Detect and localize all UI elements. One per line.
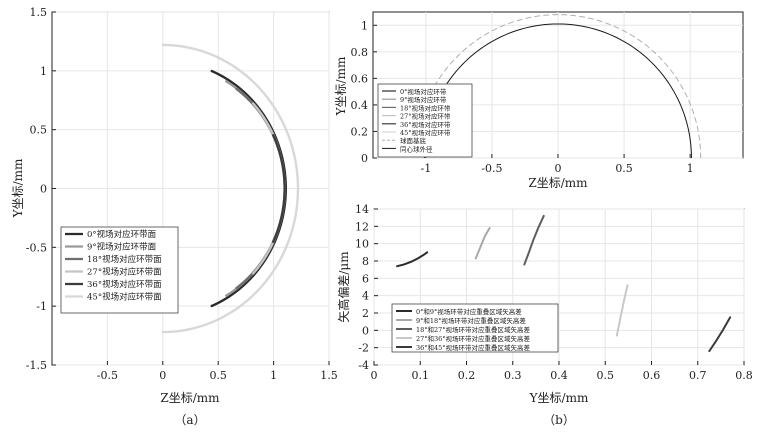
y-tick-label: -1 [36, 300, 47, 313]
series-line-0 [396, 251, 429, 268]
legend-box [377, 83, 473, 158]
x-tick-label: 1.5 [320, 369, 338, 382]
y-tick-label: -2 [358, 342, 369, 355]
x-tick-label: 0.6 [643, 369, 661, 382]
y-tick-label: 2 [362, 307, 369, 320]
legend-label: 18°视场对应环带 [400, 103, 451, 112]
series-line-5 [161, 43, 300, 334]
chart-b-bottom: 0 0.1 0.2 0.3 0.4 0.5 0.6 0.7 0.8 -4 -2 0 2 4 6 8 10 12 14… [336, 203, 753, 427]
chart-b-top-xlabel: Z坐标/mm [528, 176, 588, 190]
chart-a: -0.5 0 0.5 1 1.5 -1.5 -1 -0.5 0 0.5 1 1.5 Z坐标/mm Y坐… [11, 6, 338, 427]
legend-label: 9°视场对应环带面 [87, 242, 157, 253]
x-tick-label: 0 [159, 369, 166, 382]
x-tick-label: 0.7 [689, 369, 707, 382]
y-tick-label: 0.2 [351, 125, 369, 138]
legend-label: 9°和18°视场环带对应重叠区域矢高差 [416, 316, 526, 325]
chart-b-bottom-ticks: 0 0.1 0.2 0.3 0.4 0.5 0.6 0.7 0.8 -4 -2 0 2 4 6 8 10 12 14 [355, 203, 753, 382]
legend-label: 27°视场对应环带 [400, 112, 451, 121]
x-tick-label: 0.8 [735, 369, 753, 382]
chart-b-bottom-series [396, 214, 732, 353]
y-tick-label: 14 [355, 203, 369, 216]
legend-label: 18°和27°视场环带对应重叠区域矢高差 [416, 325, 531, 334]
series-line-3 [615, 284, 629, 337]
legend-label: 45°视场对应环带面 [87, 292, 162, 303]
legend-label: 36°和45°视场环带对应重叠区域矢高差 [416, 343, 531, 352]
legend-label: 9°视场对应环带 [400, 95, 447, 104]
chart-a-xlabel: Z坐标/mm [160, 391, 220, 405]
y-tick-label: 8 [362, 255, 369, 268]
legend-label: 36°视场对应环带 [400, 120, 451, 129]
y-tick-label: 0 [361, 152, 368, 165]
chart-b-top: -1 -0.5 0 0.5 100.20.40.60.81 Z坐标/mm Y坐标/mm … [334, 11, 744, 190]
legend-label: 球面基底 [400, 136, 427, 145]
chart-b-bottom-caption: （b） [543, 413, 575, 427]
x-tick-label: 0.5 [209, 369, 227, 382]
y-tick-label: 6 [362, 272, 369, 285]
y-tick-label: 4 [362, 290, 369, 303]
legend-label: 同心球外径 [400, 144, 433, 153]
legend-box [391, 303, 559, 353]
series-line-2 [523, 214, 545, 266]
y-tick-label: 0 [40, 183, 47, 196]
x-tick-label: 0.5 [615, 162, 633, 175]
x-tick-label: 1 [270, 369, 277, 382]
chart-b-top-grid [373, 12, 743, 159]
chart-b-bottom-xlabel: Y坐标/mm [529, 391, 589, 405]
legend-box [60, 226, 179, 314]
chart-b-bottom-ylabel: 矢高偏差/μm [336, 251, 351, 323]
legend-label: 0°和9°视场环带对应重叠区域矢高差 [416, 307, 522, 316]
chart-b-top-ticks: -1 -0.5 0 0.5 1 0 0.2 0.4 0.6 0.8 1 [351, 19, 694, 175]
series-line-4 [272, 134, 286, 243]
y-tick-label: 0 [362, 324, 369, 337]
y-tick-label: 0.8 [351, 46, 369, 59]
x-tick-label: -0.5 [481, 162, 502, 175]
legend-label: 0°视场对应环带面 [87, 229, 157, 240]
legend-label: 0°视场对应环带 [400, 87, 447, 96]
x-tick-label: 0 [555, 162, 562, 175]
y-tick-label: 0.6 [351, 72, 369, 85]
legend-label: 36°视场对应环带面 [87, 279, 162, 290]
y-tick-label: -1.5 [26, 359, 47, 372]
chart-a-ylabel: Y坐标/mm [11, 158, 25, 218]
x-tick-label: -0.5 [97, 369, 118, 382]
y-tick-label: -4 [358, 359, 369, 372]
x-tick-label: -1 [420, 162, 431, 175]
chart-b-top-legend: 0°视场对应环带9°视场对应环带18°视场对应环带27°视场对应环带36°视场对… [377, 83, 473, 158]
y-tick-label: -0.5 [26, 241, 47, 254]
chart-b-top-ylabel: Y坐标/mm [334, 56, 348, 116]
chart-a-series [161, 43, 300, 334]
series-line-4 [708, 316, 732, 353]
series-line-1 [474, 227, 491, 260]
x-tick-label: 0.3 [504, 369, 522, 382]
y-tick-label: 12 [355, 220, 369, 233]
chart-b-bottom-legend: 0°和9°视场环带对应重叠区域矢高差9°和18°视场环带对应重叠区域矢高差18°… [391, 303, 559, 353]
legend-label: 45°视场对应环带 [400, 128, 451, 137]
legend-label: 18°视场对应环带面 [87, 254, 162, 265]
x-tick-label: 0.2 [458, 369, 476, 382]
y-tick-label: 1 [361, 19, 368, 32]
x-tick-label: 0 [371, 369, 378, 382]
legend-label: 27°和36°视场环带对应重叠区域矢高差 [416, 334, 531, 343]
y-tick-label: 0.4 [351, 99, 369, 112]
y-tick-label: 1.5 [30, 6, 48, 19]
x-tick-label: 0.4 [550, 369, 568, 382]
y-tick-label: 1 [40, 65, 47, 78]
x-tick-label: 0.1 [412, 369, 430, 382]
y-tick-label: 10 [355, 238, 369, 251]
chart-a-caption: （a） [174, 413, 205, 427]
x-tick-label: 1 [687, 162, 694, 175]
x-tick-label: 0.5 [597, 369, 615, 382]
y-tick-label: 0.5 [30, 124, 48, 137]
chart-a-ticks: -0.5 0 0.5 1 1.5 -1.5 -1 -0.5 0 0.5 1 1.5 [26, 6, 338, 382]
legend-label: 27°视场对应环带面 [87, 267, 162, 278]
